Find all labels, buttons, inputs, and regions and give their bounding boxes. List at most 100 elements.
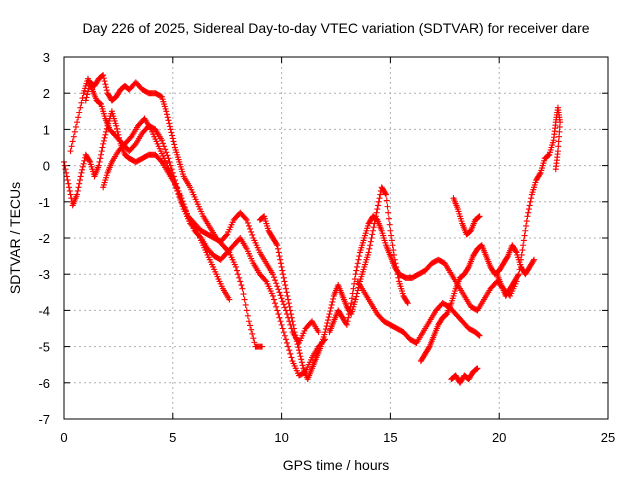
data-point bbox=[345, 314, 352, 321]
y-tick-label: -4 bbox=[38, 303, 50, 318]
data-point bbox=[288, 314, 295, 321]
data-point bbox=[65, 180, 72, 187]
data-point bbox=[242, 301, 249, 308]
data-point bbox=[131, 142, 138, 149]
data-point bbox=[366, 245, 373, 252]
data-point bbox=[127, 134, 134, 141]
data-point bbox=[249, 330, 256, 337]
data-point bbox=[165, 117, 172, 124]
data-point bbox=[465, 265, 472, 272]
data-point bbox=[278, 321, 285, 328]
data-point bbox=[374, 206, 381, 213]
data-point bbox=[85, 85, 92, 92]
data-point bbox=[355, 256, 362, 263]
data-point bbox=[520, 242, 527, 249]
data-point bbox=[113, 122, 120, 129]
data-point bbox=[177, 196, 184, 203]
y-tick-label: 1 bbox=[43, 122, 50, 137]
data-point bbox=[315, 329, 322, 336]
data-point bbox=[290, 321, 297, 328]
data-point bbox=[84, 88, 91, 95]
data-point bbox=[281, 278, 288, 285]
data-point bbox=[369, 227, 376, 234]
data-point bbox=[250, 335, 257, 342]
data-point bbox=[545, 152, 552, 159]
data-point bbox=[523, 222, 530, 229]
data-point bbox=[390, 247, 397, 254]
data-point bbox=[67, 148, 74, 155]
data-point bbox=[259, 343, 266, 350]
data-point bbox=[76, 177, 83, 184]
data-point bbox=[81, 157, 88, 164]
data-point bbox=[273, 303, 280, 310]
data-point bbox=[322, 326, 329, 333]
data-point bbox=[103, 84, 110, 91]
data-point bbox=[388, 232, 395, 239]
data-point bbox=[515, 272, 522, 279]
data-point bbox=[323, 323, 330, 330]
data-point bbox=[370, 224, 377, 231]
x-tick-label: 0 bbox=[60, 430, 67, 445]
data-point bbox=[286, 347, 293, 354]
data-point bbox=[278, 295, 285, 302]
data-point bbox=[77, 104, 84, 111]
data-point bbox=[387, 227, 394, 234]
data-point bbox=[348, 295, 355, 302]
data-point bbox=[95, 162, 102, 169]
data-point bbox=[74, 191, 81, 198]
data-point bbox=[351, 280, 358, 287]
data-point bbox=[279, 267, 286, 274]
data-point bbox=[285, 343, 292, 350]
data-point bbox=[167, 169, 174, 176]
data-point bbox=[536, 171, 543, 178]
data-point bbox=[166, 120, 173, 127]
data-point bbox=[76, 109, 83, 116]
data-point bbox=[275, 311, 282, 318]
data-point bbox=[274, 283, 281, 290]
data-point bbox=[294, 341, 301, 348]
data-point bbox=[167, 126, 174, 133]
data-point bbox=[269, 292, 276, 299]
data-point bbox=[344, 318, 351, 325]
data-point bbox=[298, 359, 305, 366]
data-point bbox=[329, 298, 336, 305]
data-point bbox=[84, 91, 91, 98]
data-point bbox=[277, 292, 284, 299]
data-point bbox=[61, 162, 68, 169]
data-point bbox=[277, 260, 284, 267]
y-axis-label: SDTVAR / TECUs bbox=[7, 182, 23, 294]
data-point bbox=[385, 209, 392, 216]
y-tick-label: -2 bbox=[38, 231, 50, 246]
data-point bbox=[178, 200, 185, 207]
data-point bbox=[272, 277, 279, 284]
y-tick-label: 0 bbox=[43, 159, 50, 174]
data-point bbox=[100, 75, 107, 82]
data-point bbox=[531, 256, 538, 263]
data-point bbox=[76, 180, 83, 187]
data-point bbox=[384, 203, 391, 210]
data-point bbox=[245, 222, 252, 229]
data-point bbox=[274, 242, 281, 249]
y-tick-label: -6 bbox=[38, 376, 50, 391]
data-point bbox=[280, 301, 287, 308]
data-point bbox=[347, 303, 354, 310]
data-point bbox=[102, 81, 109, 88]
data-point bbox=[299, 362, 306, 369]
data-point bbox=[113, 125, 120, 132]
data-point bbox=[236, 274, 243, 281]
data-point bbox=[99, 144, 106, 151]
data-point bbox=[286, 303, 293, 310]
data-point bbox=[476, 213, 483, 220]
data-point bbox=[71, 128, 78, 135]
data-point bbox=[96, 158, 103, 165]
data-point bbox=[161, 143, 168, 150]
data-point bbox=[425, 344, 432, 351]
data-point bbox=[179, 203, 186, 210]
data-point bbox=[517, 261, 524, 268]
data-point bbox=[522, 227, 529, 234]
data-point bbox=[164, 114, 171, 121]
data-point bbox=[291, 329, 298, 336]
data-point bbox=[353, 267, 360, 274]
data-point bbox=[526, 202, 533, 209]
data-point bbox=[375, 198, 382, 205]
